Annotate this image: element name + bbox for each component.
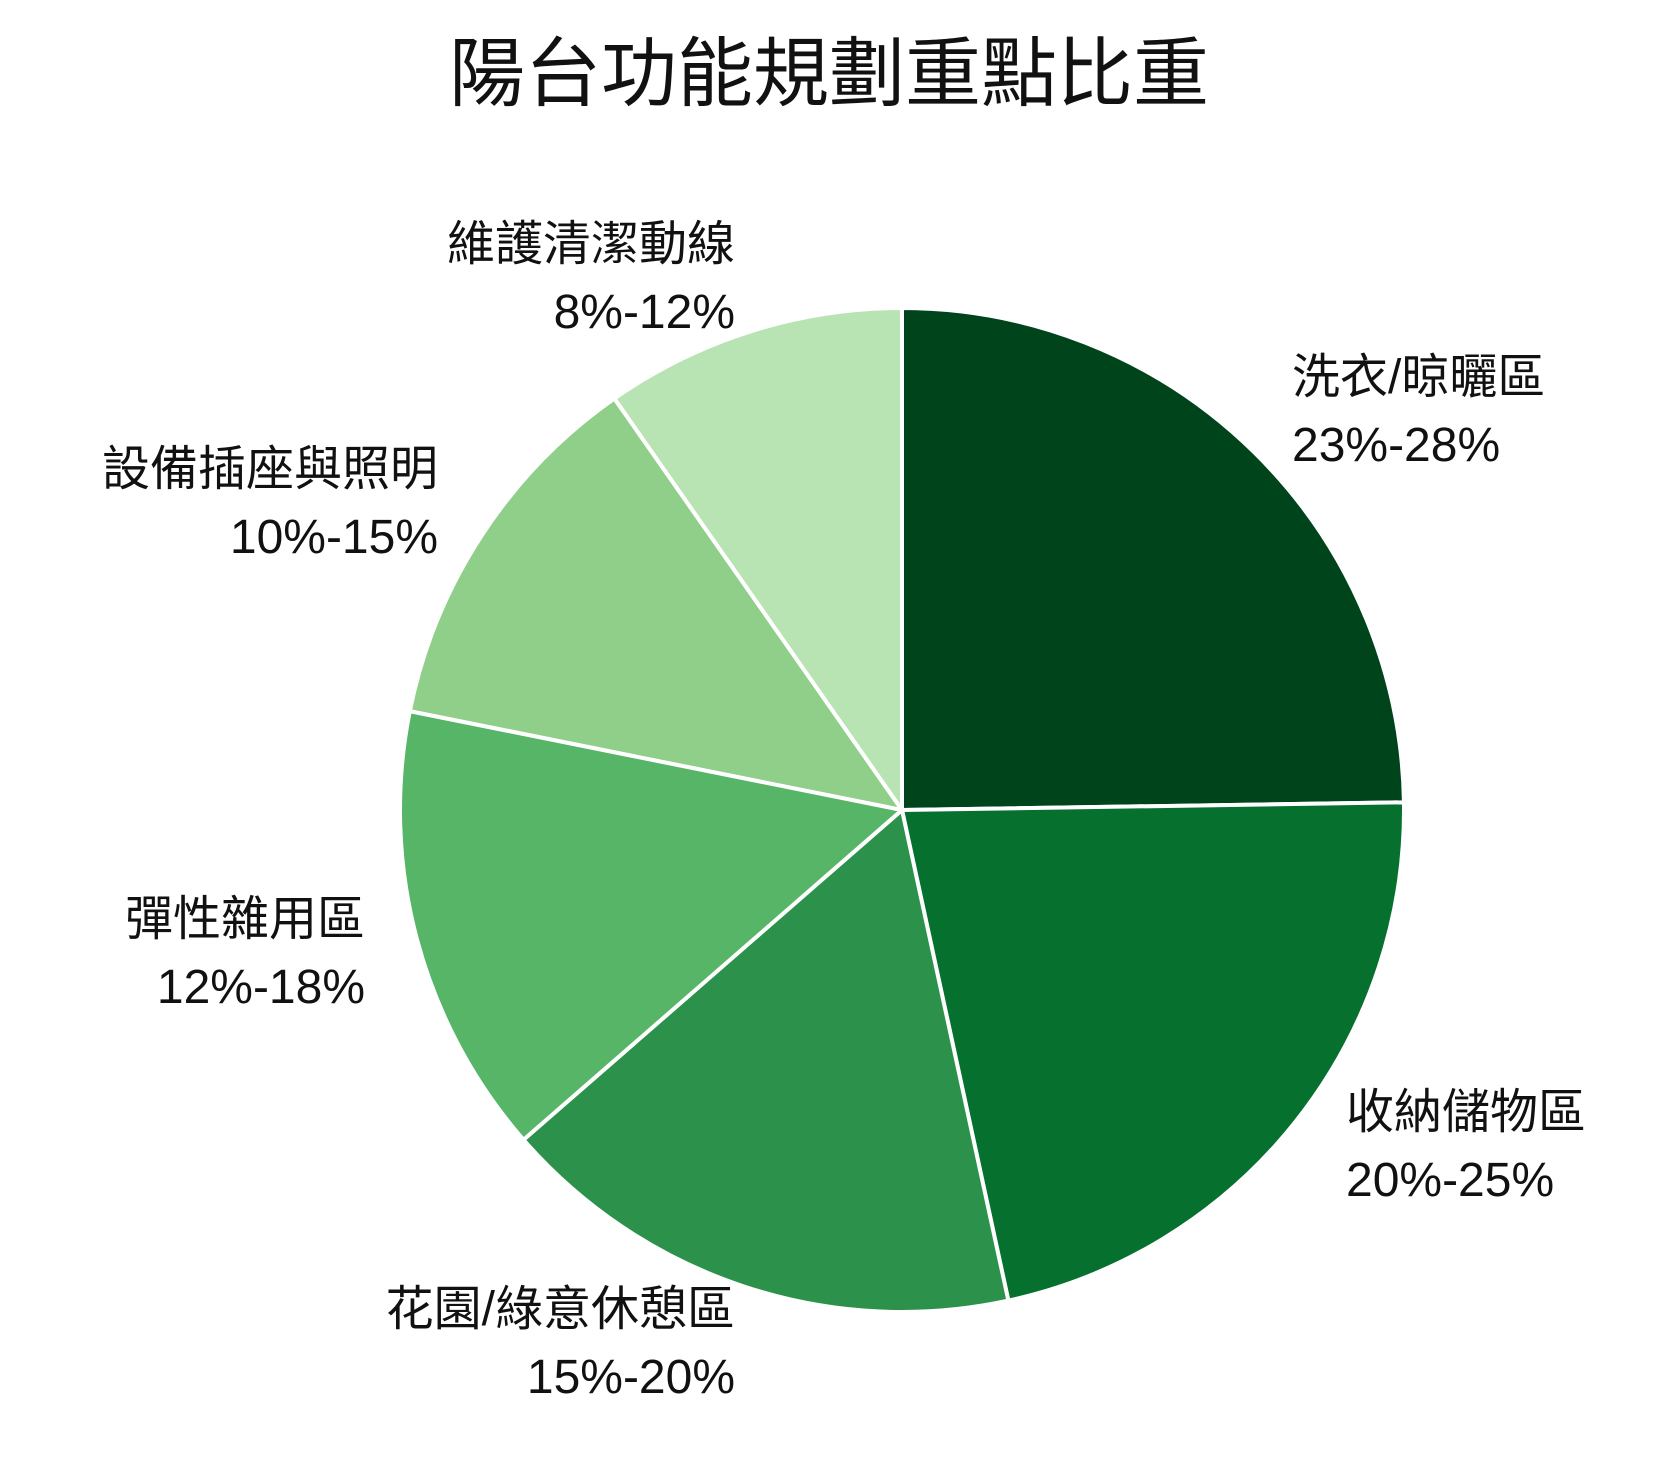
pie-labels: 洗衣/晾曬區 23%-28% 收納儲物區 20%-25% 花園/綠意休憩區 15%-20%… xyxy=(102,218,1586,1404)
slice-label-name: 花園/綠意休憩區 xyxy=(386,1283,735,1336)
pie-slices xyxy=(398,306,1406,1314)
pie-slice xyxy=(521,808,1011,1314)
slice-label-name: 彈性雜用區 xyxy=(125,893,365,946)
pie-slice xyxy=(398,709,904,1142)
slice-label-name: 維護清潔動線 xyxy=(447,218,735,271)
chart-title: 陽台功能規劃重點比重 xyxy=(449,32,1209,117)
slice-label-range: 23%-28% xyxy=(1292,419,1500,472)
slice-label-range: 8%-12% xyxy=(554,286,735,339)
slice-label-range: 15%-20% xyxy=(527,1351,735,1404)
pie-slice xyxy=(407,396,904,812)
slice-label-name: 洗衣/晾曬區 xyxy=(1292,351,1545,404)
pie-slice xyxy=(900,800,1406,1303)
slice-label-name: 收納儲物區 xyxy=(1346,1086,1586,1139)
pie-slice xyxy=(900,306,1406,812)
slice-label-range: 10%-15% xyxy=(230,511,438,564)
slice-label-range: 20%-25% xyxy=(1346,1154,1554,1207)
slice-label-name: 設備插座與照明 xyxy=(102,443,438,496)
slice-label-range: 12%-18% xyxy=(157,961,365,1014)
pie-slice xyxy=(612,306,904,812)
